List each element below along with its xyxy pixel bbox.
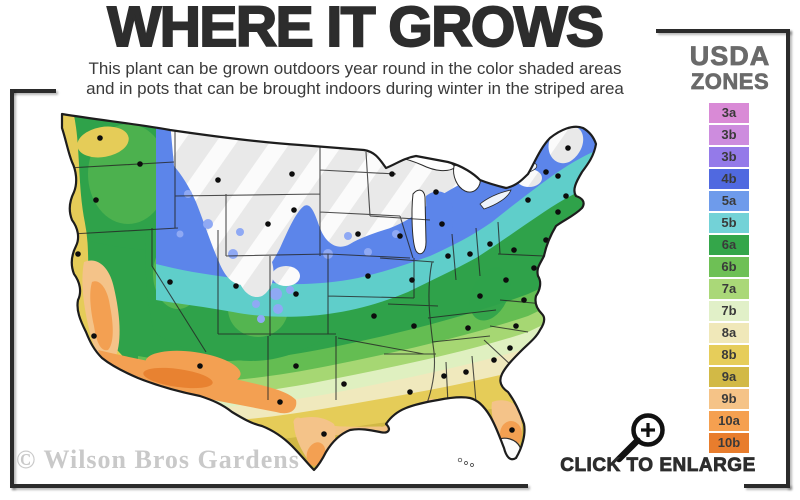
city-dot — [93, 197, 99, 203]
usda-zone-map[interactable] — [28, 104, 612, 476]
city-dot — [293, 363, 299, 369]
city-dot — [365, 273, 371, 279]
city-dot — [439, 221, 445, 227]
zone-legend: 3a 3b 3b 4b 5a 5b 6a 6b 7a 7b 8a 8b 9a 9b 10a 10b — [709, 103, 749, 455]
frame-bottom-left — [10, 484, 528, 488]
zone-swatch-10b: 10b — [709, 433, 749, 453]
city-dot — [407, 389, 413, 395]
city-dot — [565, 145, 571, 151]
city-dot — [397, 233, 403, 239]
magnifier-icon[interactable] — [603, 406, 669, 466]
click-to-enlarge-label[interactable]: CLICK TO ENLARGE — [560, 455, 756, 477]
city-dot — [215, 177, 221, 183]
city-dot — [197, 363, 203, 369]
subtitle-line-2: and in pots that can be brought indoors … — [86, 78, 624, 98]
appalachian-green — [469, 267, 511, 321]
city-dot — [289, 171, 295, 177]
city-dot — [507, 345, 513, 351]
city-dot — [463, 369, 469, 375]
subtitle-line-1: This plant can be grown outdoors year ro… — [88, 59, 622, 78]
city-dot — [477, 293, 483, 299]
frame-left — [10, 89, 14, 488]
city-dot — [465, 325, 471, 331]
city-dot — [433, 189, 439, 195]
california-orange — [90, 281, 113, 351]
city-dot — [233, 283, 239, 289]
zone-swatch-3a: 3a — [709, 103, 749, 123]
city-dot — [531, 265, 537, 271]
city-dot — [555, 173, 561, 179]
zone-swatch-5b: 5b — [709, 213, 749, 233]
zone-swatch-6a: 6a — [709, 235, 749, 255]
zone-swatch-7a: 7a — [709, 279, 749, 299]
city-dot — [167, 279, 173, 285]
frame-bottom-right — [744, 484, 790, 488]
rockies-striped-patch-2 — [272, 266, 300, 286]
city-dot — [291, 207, 297, 213]
legend-title-zones: ZONES — [690, 69, 770, 94]
zone-swatch-5a: 5a — [709, 191, 749, 211]
columbia-basin-yellow — [77, 126, 129, 158]
city-dot — [513, 323, 519, 329]
city-dot — [445, 253, 451, 259]
lake-michigan — [411, 189, 427, 255]
city-dot — [75, 251, 81, 257]
city-dot — [293, 291, 299, 297]
city-dot — [97, 135, 103, 141]
city-dot — [265, 221, 271, 227]
zone-shading — [62, 114, 596, 470]
legend-title-usda: USDA — [689, 41, 771, 71]
state-lines — [67, 130, 545, 407]
subtitle: This plant can be grown outdoors year ro… — [10, 59, 700, 98]
city-dot — [91, 333, 97, 339]
watermark: © Wilson Bros Gardens — [16, 445, 300, 474]
city-dot — [411, 323, 417, 329]
city-dot — [503, 277, 509, 283]
zone-swatch-9a: 9a — [709, 367, 749, 387]
blue-speckles — [176, 190, 400, 323]
legend-title: USDA ZONES — [672, 42, 788, 94]
city-dot — [355, 231, 361, 237]
city-dot — [509, 427, 515, 433]
lake-erie — [479, 189, 512, 210]
city-dot — [277, 399, 283, 405]
city-dot — [487, 241, 493, 247]
zone-swatch-3b: 3b — [709, 147, 749, 167]
michigan-mitten-blue — [426, 191, 453, 251]
zone-swatch-4b: 4b — [709, 169, 749, 189]
city-dot — [409, 277, 415, 283]
frame-top-left-bracket — [10, 89, 56, 93]
city-dot — [441, 373, 447, 379]
city-dot — [321, 431, 327, 437]
city-dot — [341, 381, 347, 387]
zone-swatch-7b: 7b — [709, 301, 749, 321]
zone-swatch-9b: 9b — [709, 389, 749, 409]
zone-swatch-8b: 8b — [709, 345, 749, 365]
city-dot — [389, 171, 395, 177]
city-dot — [525, 197, 531, 203]
city-dot — [511, 247, 517, 253]
city-dot — [371, 313, 377, 319]
desert-deep-orange — [143, 367, 213, 389]
florida-keys — [457, 457, 474, 467]
zone-swatch-10a: 10a — [709, 411, 749, 431]
page-title: WHERE IT GROWS — [106, 0, 605, 60]
city-dot — [563, 193, 569, 199]
maine-striped-patch — [548, 125, 584, 164]
city-dot — [467, 251, 473, 257]
city-dot — [137, 161, 143, 167]
rockies-striped-patch-1 — [236, 249, 274, 298]
city-dot — [555, 209, 561, 215]
zone-swatch-8a: 8a — [709, 323, 749, 343]
frame-right — [786, 29, 790, 488]
city-dot — [491, 357, 497, 363]
city-dot — [543, 169, 549, 175]
zone-swatch-3b: 3b — [709, 125, 749, 145]
city-dot — [521, 297, 527, 303]
south-florida-white — [496, 437, 521, 466]
zone-swatch-6b: 6b — [709, 257, 749, 277]
frame-top-right — [656, 29, 790, 33]
